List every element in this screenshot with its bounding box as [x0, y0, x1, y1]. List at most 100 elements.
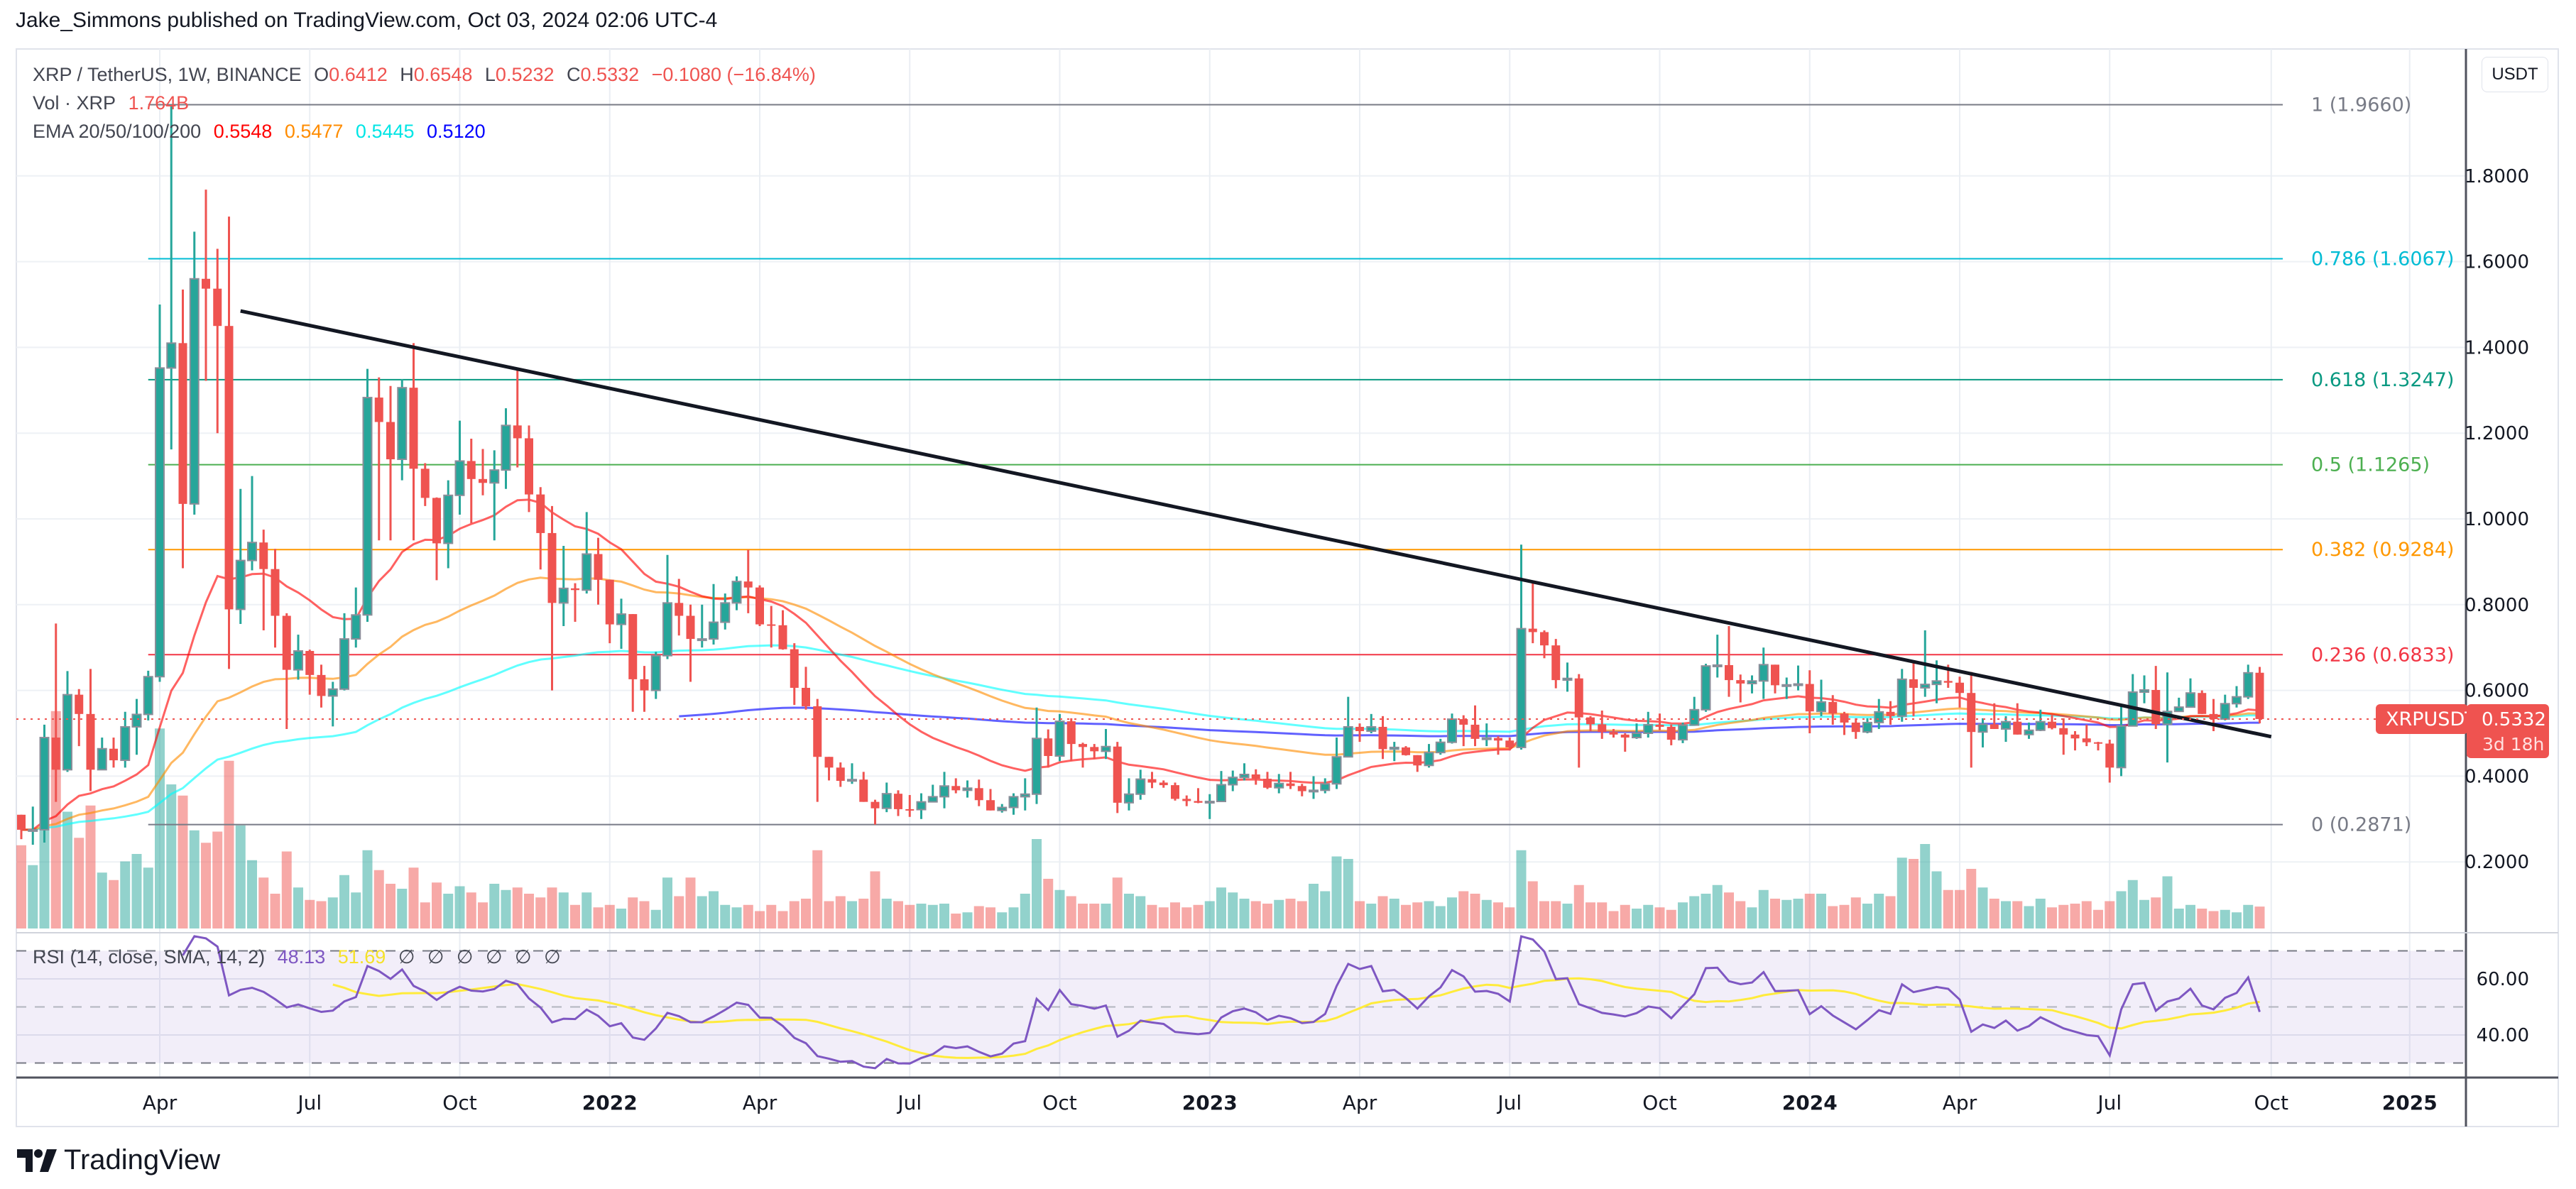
candle	[1424, 744, 1434, 768]
rsi-na-5: ∅	[544, 946, 561, 968]
candle-body	[2185, 692, 2195, 708]
candle-body	[628, 614, 638, 679]
volume-bar	[120, 861, 131, 928]
candle	[1309, 776, 1319, 799]
price-axis[interactable]: 1.8000 1.6000 1.4000 1.2000 1.0000 0.8000 0.60…	[2465, 166, 2529, 1046]
candle-body	[1251, 774, 1260, 779]
candle	[1182, 795, 1191, 806]
volume-bar	[570, 904, 580, 928]
volume-bar	[2208, 911, 2219, 928]
time-tick-label: Apr	[1943, 1091, 1977, 1114]
volume-legend[interactable]: Vol · XRP 1.764B	[33, 92, 196, 114]
volume-bar	[1747, 907, 1757, 928]
price-tick-label: 0.2000	[2465, 852, 2529, 873]
candle-body	[1967, 693, 1976, 733]
volume-bar	[1412, 902, 1423, 928]
candle	[859, 772, 868, 802]
volume-bar	[1216, 887, 1226, 928]
volume-bar	[870, 871, 880, 928]
volume-bar	[1931, 871, 1942, 928]
volume-bar	[1966, 869, 1977, 928]
tradingview-logo-icon	[17, 1149, 57, 1172]
candle-body	[1413, 755, 1422, 766]
candle-body	[2035, 720, 2046, 731]
candle	[1054, 713, 1065, 762]
candle-body	[894, 794, 902, 809]
ohlc-close: C0.5332	[567, 64, 640, 85]
volume-bar	[327, 897, 338, 928]
fibonacci-retracement[interactable]: 1 (1.9660) 0.786 (1.6067) 0.618 (1.3247) 0.…	[148, 94, 2455, 836]
candle	[1505, 738, 1515, 751]
candle	[755, 585, 764, 626]
volume-bar	[1527, 881, 1538, 928]
tradingview-logo[interactable]: TradingView	[17, 1144, 220, 1176]
symbol-legend[interactable]: XRP / TetherUS, 1W, BINANCE O0.6412 H0.6…	[33, 64, 823, 86]
candle	[616, 598, 626, 650]
candle-body	[1274, 782, 1284, 789]
candle-body	[767, 624, 776, 626]
volume-bar	[2139, 899, 2149, 928]
candle-body	[1355, 726, 1364, 731]
candle	[916, 793, 927, 819]
volume-label: Vol · XRP	[33, 92, 116, 114]
volume-bar	[2220, 909, 2230, 928]
time-tick-label: Oct	[442, 1091, 476, 1114]
candle-body	[489, 469, 500, 484]
volume-bar	[1885, 896, 1896, 928]
fib-level-label: 0.786 (1.6067)	[2311, 248, 2454, 270]
volume-bar	[305, 899, 315, 928]
time-axis[interactable]: Apr Jul Oct 2022 Apr Jul Oct 2023 Apr Jul Oct 2024 A…	[143, 1091, 2438, 1114]
candle	[731, 576, 742, 610]
candle	[824, 757, 834, 781]
symbol-name[interactable]: XRP / TetherUS, 1W, BINANCE	[33, 64, 302, 85]
volume-bar	[212, 831, 223, 928]
candle-body	[616, 613, 626, 625]
trendline[interactable]	[240, 309, 2272, 739]
ema200-line	[679, 706, 2260, 738]
volume-bar	[2024, 906, 2034, 928]
rsi-label: RSI (14, close, SMA, 14, 2)	[33, 946, 266, 968]
candle-body	[1079, 744, 1087, 747]
currency-button[interactable]: USDT	[2482, 57, 2548, 92]
candle	[293, 635, 303, 680]
candle-body	[1481, 737, 1492, 740]
candle-body	[374, 398, 383, 422]
candle-body	[594, 554, 603, 580]
volume-bar	[1804, 894, 1815, 928]
candle	[1239, 763, 1250, 781]
candle	[720, 593, 731, 630]
candle	[1666, 724, 1676, 745]
candle	[1955, 676, 1964, 708]
candle	[1643, 711, 1654, 738]
volume-bar	[1274, 899, 1284, 928]
last-price-value: 0.5332	[2482, 709, 2546, 730]
candle-body	[2255, 672, 2264, 719]
candle-body	[1135, 778, 1146, 795]
candle-body	[1297, 786, 1306, 791]
candle	[536, 487, 545, 570]
rsi-legend[interactable]: RSI (14, close, SMA, 14, 2) 48.13 51.69 …	[33, 946, 568, 968]
candle-body	[271, 569, 280, 616]
candle	[489, 450, 500, 541]
candle-body	[1990, 724, 1999, 729]
volume-bar	[1008, 907, 1019, 928]
descending-trendline[interactable]	[240, 309, 2272, 739]
candle	[1435, 738, 1446, 755]
candle	[997, 804, 1008, 813]
candle	[1551, 639, 1561, 689]
candle-body	[351, 614, 361, 640]
ema-legend[interactable]: EMA 20/50/100/200 0.5548 0.5477 0.5445 0…	[33, 121, 493, 143]
volume-bar	[1389, 899, 1399, 928]
candle-body	[605, 579, 614, 625]
volume-bar	[824, 901, 834, 928]
candle-body	[1931, 680, 1942, 686]
candle-body	[2139, 689, 2149, 694]
candle-body	[2198, 693, 2207, 714]
candle-body	[675, 603, 684, 616]
volume-bar	[1262, 904, 1272, 928]
candle-body	[2094, 742, 2102, 744]
volume-bar	[2127, 880, 2138, 928]
candle-body	[847, 779, 857, 782]
candle	[2255, 667, 2264, 723]
